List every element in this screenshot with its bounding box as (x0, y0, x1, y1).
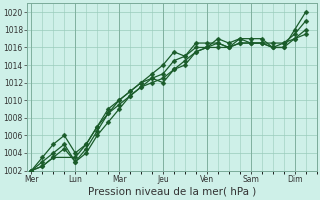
X-axis label: Pression niveau de la mer( hPa ): Pression niveau de la mer( hPa ) (88, 187, 256, 197)
